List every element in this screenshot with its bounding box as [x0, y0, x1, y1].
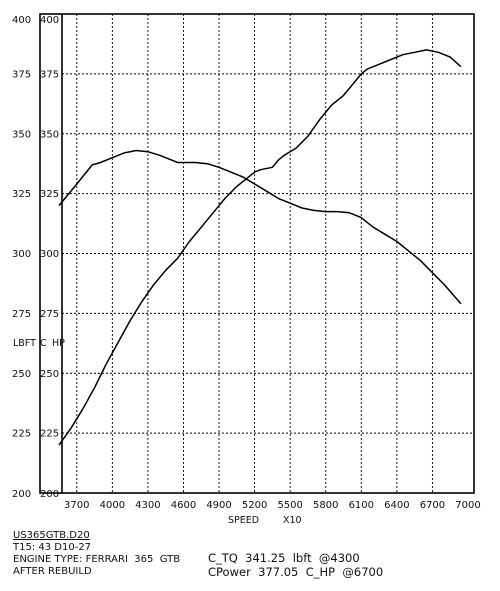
horizontal-gridlines — [62, 73, 474, 434]
x-tick-label: 6400 — [384, 500, 409, 511]
x-tick-labels: 3700 4000 4300 4600 4900 5200 5500 5800 6100 6400… — [64, 500, 481, 511]
x-tick-label: 4900 — [206, 500, 231, 511]
torque-rpm: @4300 — [318, 551, 360, 565]
torque-label: C_TQ — [208, 551, 238, 565]
ylabel-left: LBFT — [13, 338, 36, 349]
torque-curve — [58, 149, 462, 305]
y-tick-label-inner: 275 — [40, 309, 59, 320]
power-unit: C_HP — [305, 565, 336, 579]
x-tick-label: 5200 — [242, 500, 267, 511]
y-tick-label-inner: 225 — [40, 429, 59, 440]
test-id: T15: 43 D10-27 — [13, 542, 92, 553]
y-tick-label-inner: 325 — [40, 189, 59, 200]
y-tick-label-inner: 250 — [40, 369, 59, 380]
engine-type: ENGINE TYPE: FERRARI 365 GTB — [13, 554, 181, 565]
x-tick-label: 5500 — [277, 500, 302, 511]
y-tick-label: 200 — [12, 489, 31, 500]
y-tick-label-inner: 400 — [40, 15, 59, 26]
x-tick-label: 7000 — [455, 500, 480, 511]
x-tick-label: 3700 — [64, 500, 89, 511]
file-name: US365GTB.D20 — [13, 530, 90, 541]
power-curve — [58, 49, 462, 446]
y-tick-label: 300 — [12, 249, 31, 260]
y-tick-label: 325 — [12, 189, 31, 200]
ylabel-right: HP — [52, 338, 65, 349]
x-tick-label: 4300 — [135, 500, 160, 511]
power-rpm: @6700 — [342, 565, 384, 579]
ylabel-c: C — [40, 338, 47, 349]
torque-summary: C_TQ 341.25 lbft @4300 — [208, 552, 360, 565]
power-summary: CPower 377.05 C_HP @6700 — [208, 566, 383, 579]
y-tick-label: 400 — [12, 15, 31, 26]
x-tick-label: 4000 — [100, 500, 125, 511]
y-tick-label-inner: 375 — [40, 69, 59, 80]
y-tick-label: 250 — [12, 369, 31, 380]
power-label: CPower — [208, 565, 251, 579]
y-tick-label: 350 — [12, 129, 31, 140]
x-tick-label: 6100 — [349, 500, 374, 511]
y-tick-label: 275 — [12, 309, 31, 320]
y-tick-label: 225 — [12, 429, 31, 440]
x-tick-label: 5800 — [313, 500, 338, 511]
xlabel-scale: X10 — [283, 515, 302, 526]
rebuild-note: AFTER REBUILD — [13, 566, 92, 577]
series-lines — [58, 49, 462, 446]
y-tick-label-inner: 300 — [40, 249, 59, 260]
y-tick-label-inner: 350 — [40, 129, 59, 140]
torque-value: 341.25 — [245, 551, 286, 565]
x-tick-label: 6700 — [420, 500, 445, 511]
y-tick-labels-inner: 200 225 250 275 300 325 350 375 400 — [40, 15, 59, 500]
xlabel: SPEED — [228, 515, 259, 526]
y-tick-label-inner: 200 — [40, 489, 59, 500]
x-tick-label: 4600 — [171, 500, 196, 511]
plot-frame — [39, 13, 475, 494]
torque-unit: lbft — [292, 551, 312, 565]
y-tick-label: 375 — [12, 69, 31, 80]
power-value: 377.05 — [258, 565, 299, 579]
y-tick-labels-outer: 200 225 250 275 300 325 350 375 400 — [12, 15, 31, 500]
